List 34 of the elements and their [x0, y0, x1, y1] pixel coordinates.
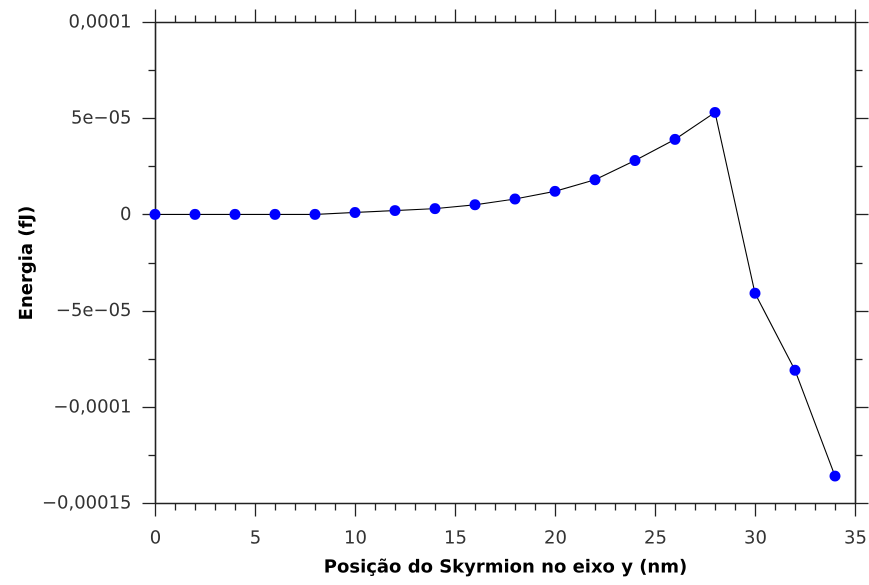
point	[190, 208, 200, 220]
x-tick-label: 35	[844, 528, 867, 548]
y-tick-label: 0	[120, 204, 132, 225]
point	[230, 208, 240, 220]
point	[750, 288, 760, 299]
y-tick-label: −5e−05	[56, 300, 132, 322]
point	[430, 203, 440, 214]
point	[790, 364, 800, 376]
point	[150, 208, 160, 220]
x-tick-label: 25	[644, 528, 667, 548]
point	[830, 470, 840, 482]
x-tick-label: 30	[744, 528, 767, 548]
x-axis-title: Posição do Skyrmion no eixo y (nm)	[324, 556, 688, 578]
y-tick-label: −0,00015	[42, 492, 132, 514]
point	[630, 155, 640, 166]
y-tick-label: −0,0001	[53, 396, 132, 418]
y-tick-label: 0,0001	[68, 12, 132, 32]
x-tick-label: 0	[150, 528, 162, 548]
x-tick-label: 5	[250, 528, 262, 548]
point	[510, 194, 520, 204]
point	[310, 208, 320, 220]
point	[670, 134, 680, 145]
y-tick-label: 5e−05	[70, 108, 132, 129]
x-tick-label: 15	[444, 528, 467, 548]
x-tick-label: 10	[344, 528, 367, 548]
point	[550, 186, 560, 197]
point	[590, 174, 600, 186]
point	[270, 208, 280, 220]
point	[390, 205, 400, 216]
point	[710, 106, 720, 118]
x-tick-label: 20	[544, 528, 567, 548]
point	[470, 199, 480, 210]
point	[350, 207, 360, 218]
y-axis-title: Energia (fJ)	[16, 206, 37, 320]
